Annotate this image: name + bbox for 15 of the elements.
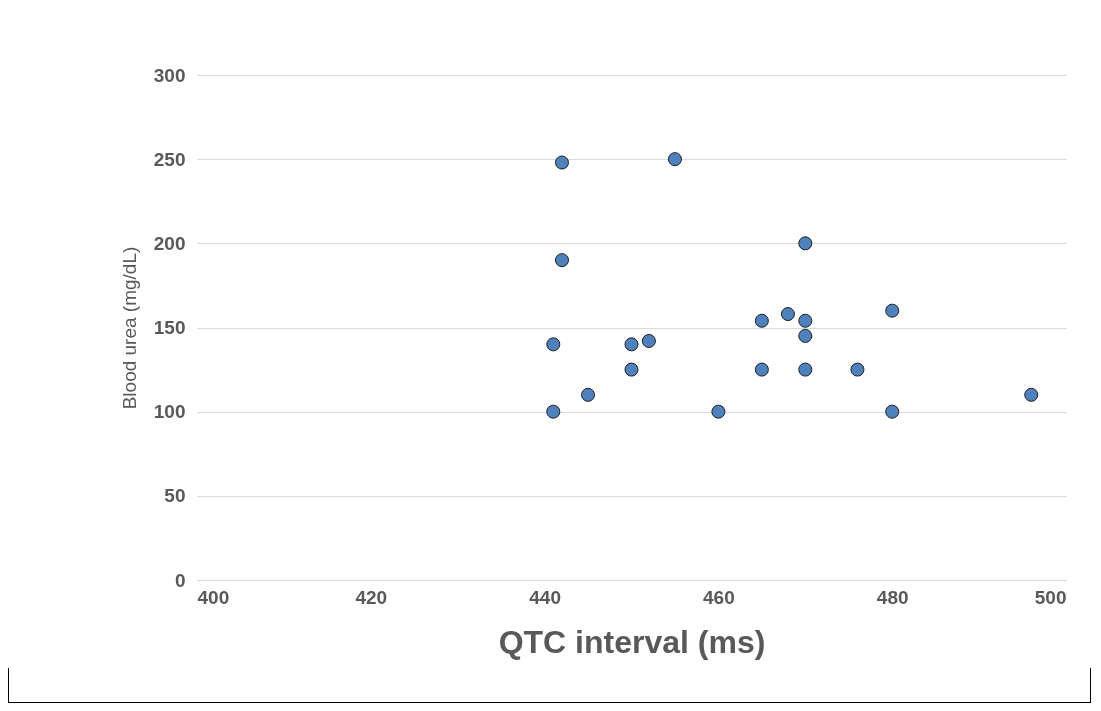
y-tick-label: 100 bbox=[153, 401, 186, 423]
x-tick-label: 420 bbox=[355, 586, 388, 608]
y-tick-label: 300 bbox=[153, 64, 186, 86]
y-axis-title: Blood urea (mg/dL) bbox=[118, 246, 140, 410]
y-tick-label: 250 bbox=[153, 148, 186, 170]
y-tick-label: 50 bbox=[164, 485, 186, 507]
x-tick-label: 480 bbox=[876, 586, 909, 608]
y-tick-label: 150 bbox=[153, 317, 186, 338]
y-tick-label: 200 bbox=[153, 232, 186, 254]
x-tick-label: 400 bbox=[197, 586, 230, 608]
x-tick-label: 440 bbox=[529, 586, 561, 608]
y-tick-label: 0 bbox=[174, 569, 186, 591]
x-tick-label: 460 bbox=[703, 586, 735, 608]
x-axis-title: QTC interval (ms) bbox=[498, 623, 766, 660]
x-tick-label: 500 bbox=[1034, 586, 1067, 608]
